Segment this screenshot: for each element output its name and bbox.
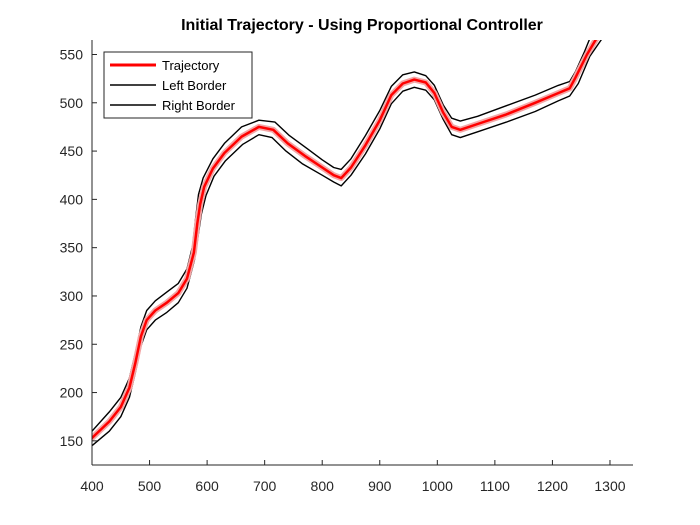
- x-tick-label: 1000: [422, 478, 453, 494]
- y-tick-label: 250: [60, 336, 84, 352]
- x-tick-label: 700: [253, 478, 277, 494]
- x-tick-label: 1200: [537, 478, 568, 494]
- x-tick-label: 1100: [480, 478, 510, 494]
- chart-title: Initial Trajectory - Using Proportional …: [181, 17, 543, 34]
- x-tick-label: 600: [195, 478, 219, 494]
- legend: Trajectory Left Border Right Border: [103, 51, 253, 119]
- plot-area: [92, 40, 602, 447]
- x-tick-label: 1300: [594, 478, 625, 494]
- y-tick-label: 450: [60, 143, 84, 159]
- x-tick-label: 400: [80, 478, 104, 494]
- y-tick-label: 550: [60, 46, 84, 62]
- series-line-trajectory: [92, 40, 598, 440]
- y-tick-label: 200: [60, 385, 84, 401]
- series-line-left-border: [92, 40, 590, 432]
- x-tick-label: 800: [311, 478, 335, 494]
- x-tick-label: 500: [138, 478, 162, 494]
- legend-label-trajectory: Trajectory: [162, 58, 220, 73]
- y-tick-label: 300: [60, 288, 84, 304]
- y-tick-label: 150: [60, 433, 84, 449]
- legend-label-right-border: Right Border: [162, 98, 236, 113]
- axes: 400 500 600 700 800 900 1000 1100 1200 1300 150 200…: [60, 40, 633, 494]
- x-tick-label: 900: [368, 478, 392, 494]
- series-line-right-border: [92, 40, 602, 447]
- y-tick-label: 400: [60, 191, 84, 207]
- legend-label-left-border: Left Border: [162, 78, 227, 93]
- y-tick-label: 500: [60, 95, 84, 111]
- y-tick-label: 350: [60, 240, 84, 256]
